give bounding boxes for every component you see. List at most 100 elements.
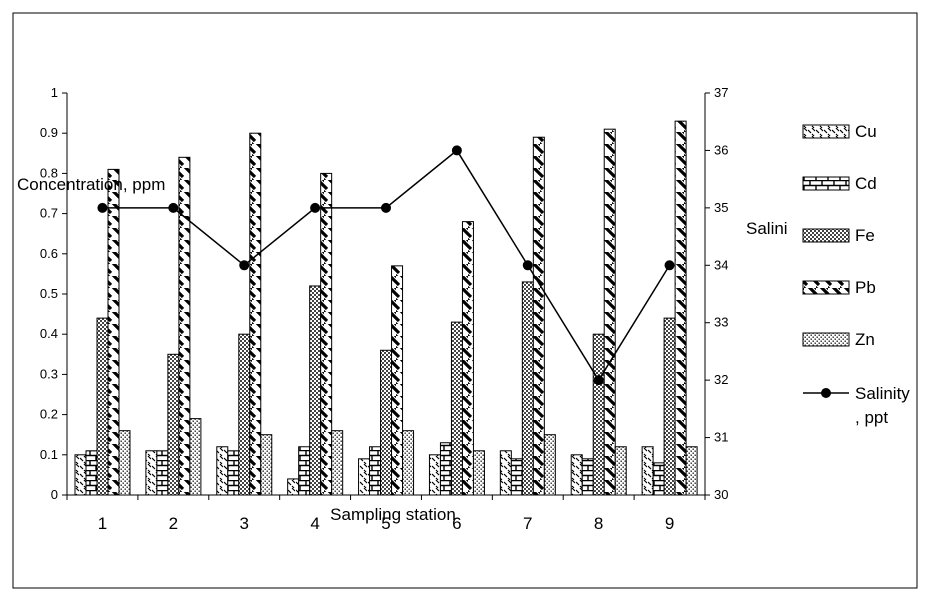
bar-cd-6: [439, 442, 452, 496]
bar-cu-1: [74, 454, 87, 496]
x-tick-label: 4: [310, 514, 319, 533]
y-right-tick-label: 34: [714, 257, 728, 272]
salinity-point-7: [522, 260, 533, 271]
y-left-tick-label: 0.9: [40, 125, 58, 140]
bar-zn-5: [402, 430, 415, 496]
bar-cu-5: [358, 458, 371, 496]
y-axis-left-title: Concentration, ppm: [17, 175, 165, 194]
bar-cu-9: [641, 446, 654, 496]
legend-label-pb: Pb: [855, 278, 876, 297]
legend-label-cd: Cd: [855, 174, 877, 193]
legend: Cu Cd Fe Pb Zn Salinity , ppt: [802, 122, 910, 427]
salinity-point-3: [239, 260, 250, 271]
legend-swatch-cd: [802, 176, 850, 191]
x-tick-label: 1: [98, 514, 107, 533]
y-left-tick-label: 1: [51, 85, 58, 100]
bar-fe-5: [380, 349, 393, 496]
salinity-point-8: [593, 375, 604, 386]
bar-cd-1: [85, 450, 98, 496]
bar-cd-9: [652, 462, 665, 496]
bar-pb-6: [461, 221, 474, 496]
bar-zn-4: [331, 430, 344, 496]
bar-cd-5: [369, 446, 382, 496]
bar-pb-7: [532, 136, 545, 496]
bar-group: [74, 120, 698, 496]
legend-label-salinity-unit: , ppt: [855, 408, 888, 427]
bar-cd-2: [156, 450, 169, 496]
bar-cu-4: [287, 478, 300, 496]
y-right-tick-label: 37: [714, 85, 728, 100]
y-right-tick-label: 31: [714, 430, 728, 445]
bar-cd-7: [510, 458, 523, 496]
y-left-tick-label: 0.3: [40, 366, 58, 381]
salinity-point-2: [168, 202, 179, 213]
bar-cu-2: [145, 450, 158, 496]
bar-fe-9: [663, 317, 676, 496]
bar-zn-9: [685, 446, 698, 496]
y-left-tick-label: 0.5: [40, 286, 58, 301]
y-left-tick-label: 0.6: [40, 246, 58, 261]
x-tick-label: 6: [452, 514, 461, 533]
bar-fe-3: [238, 333, 251, 496]
salinity-point-4: [310, 202, 321, 213]
salinity-point-1: [97, 202, 108, 213]
bar-zn-1: [118, 430, 131, 496]
y-right-tick-label: 36: [714, 142, 728, 157]
bar-fe-6: [450, 321, 463, 496]
bar-zn-2: [189, 418, 202, 496]
y-left-tick-label: 0.8: [40, 165, 58, 180]
bar-zn-3: [260, 434, 273, 496]
salinity-line-group: [97, 145, 675, 386]
x-axis-title: Sampling station: [330, 505, 456, 524]
y-right-tick-label: 33: [714, 315, 728, 330]
bar-cu-3: [216, 446, 229, 496]
legend-swatch-zn: [802, 332, 850, 347]
bar-fe-4: [309, 285, 322, 496]
bar-pb-3: [249, 132, 262, 496]
bar-pb-5: [391, 265, 404, 496]
bar-cd-4: [298, 446, 311, 496]
salinity-point-5: [381, 202, 391, 213]
bar-fe-7: [521, 281, 534, 496]
y-left-tick-label: 0.7: [40, 206, 58, 221]
y-left-tick-label: 0.2: [40, 407, 58, 422]
x-tick-label: 9: [665, 514, 674, 533]
legend-swatch-pb: [802, 280, 850, 295]
bar-fe-8: [592, 333, 605, 496]
bar-zn-6: [472, 450, 485, 496]
salinity-point-9: [664, 260, 675, 271]
bar-pb-9: [674, 120, 687, 496]
y-right-tick-label: 30: [714, 487, 728, 502]
bar-fe-2: [167, 353, 180, 496]
y-left-tick-label: 0: [51, 487, 58, 502]
bar-cd-3: [227, 450, 240, 496]
bar-pb-8: [603, 128, 616, 496]
bar-cu-7: [499, 450, 512, 496]
x-tick-label: 7: [523, 514, 532, 533]
legend-swatch-fe: [802, 228, 850, 243]
bar-zn-8: [614, 446, 627, 496]
legend-label-salinity: Salinity: [855, 384, 910, 403]
legend-label-fe: Fe: [855, 226, 875, 245]
bar-pb-2: [178, 156, 191, 496]
axes: 00.10.20.30.40.50.60.70.80.9130313233343…: [40, 85, 729, 533]
y-left-tick-label: 0.4: [40, 326, 58, 341]
bar-pb-1: [107, 168, 120, 496]
bar-cu-8: [570, 454, 583, 496]
x-tick-label: 2: [169, 514, 178, 533]
bar-cu-6: [428, 454, 441, 496]
legend-label-zn: Zn: [855, 330, 875, 349]
bar-zn-7: [543, 434, 556, 496]
bar-pb-4: [320, 172, 333, 496]
y-right-tick-label: 35: [714, 200, 728, 215]
x-tick-label: 3: [239, 514, 248, 533]
y-right-tick-label: 32: [714, 372, 728, 387]
legend-swatch-cu: [802, 124, 850, 139]
legend-label-cu: Cu: [855, 122, 877, 141]
bar-cd-8: [581, 458, 594, 496]
x-tick-label: 5: [381, 514, 390, 533]
legend-swatch-salinity-marker: [821, 388, 831, 398]
salinity-point-6: [451, 145, 462, 156]
y-axis-right-title: Salini: [746, 219, 788, 238]
